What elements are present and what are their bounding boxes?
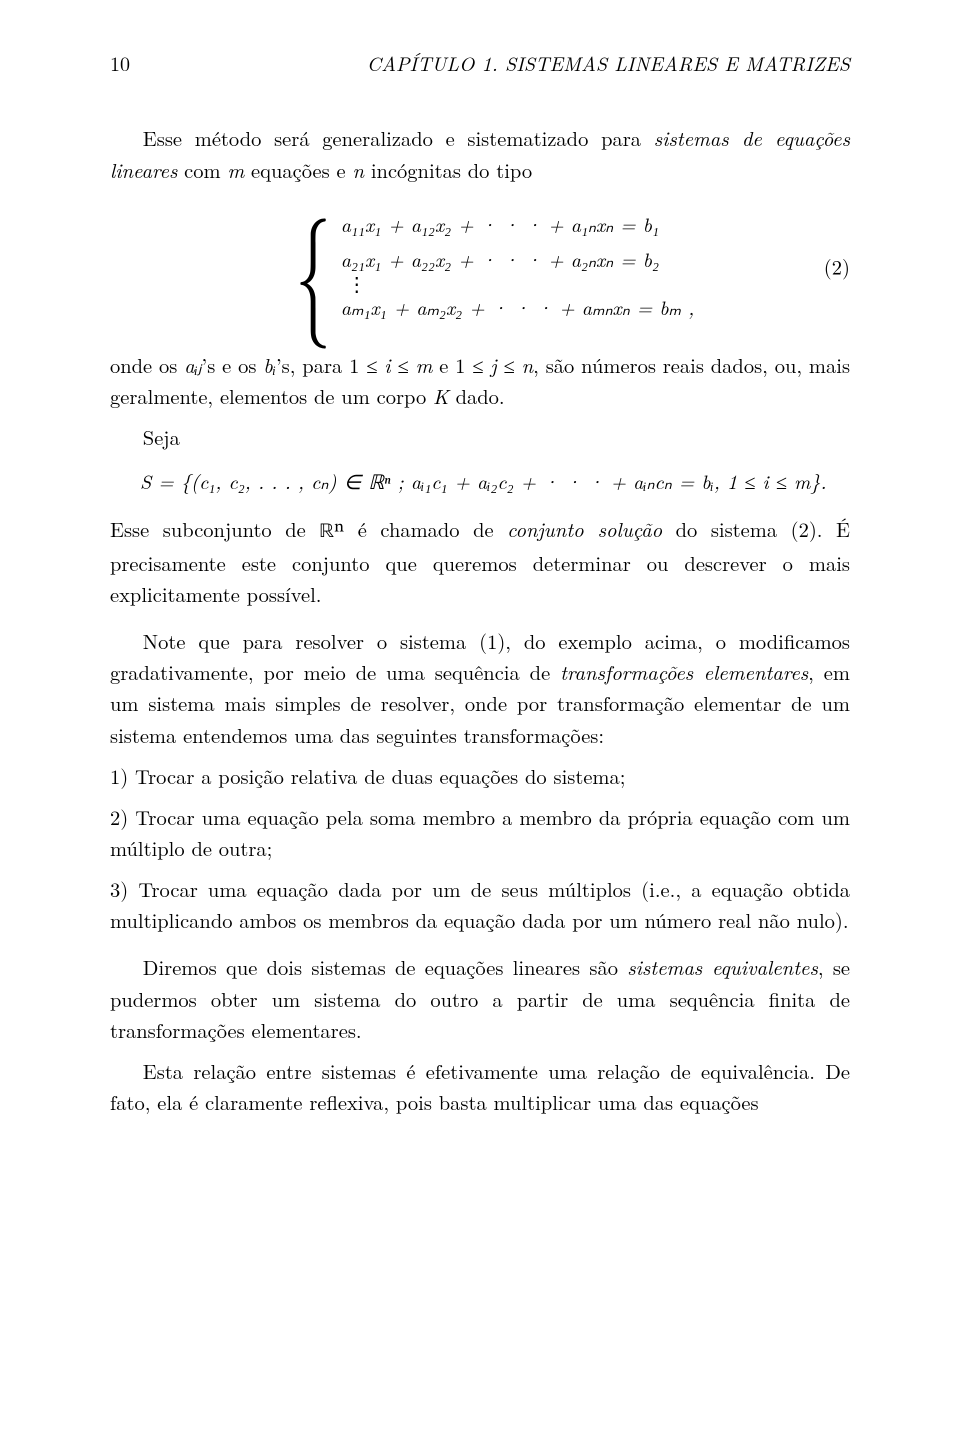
text: é chamado de <box>344 514 507 543</box>
page-number: 10 <box>110 48 130 78</box>
list-item-1: 1) Trocar a posição relativa de duas equ… <box>110 760 850 791</box>
list-item-2: 2) Trocar uma equação pela soma membro a… <box>110 801 850 863</box>
seja-paragraph: Seja <box>110 421 850 452</box>
text: e 1 ≤ <box>432 350 490 379</box>
page: 10 CAPÍTULO 1. SISTEMAS LINEARES E MATRI… <box>0 0 960 1433</box>
text: incógnitas do tipo <box>364 155 532 184</box>
equation-lines: a₁₁x₁ + a₁₂x₂ + · · · + a₁ₙxₙ = b₁ a₂₁x₁… <box>341 209 695 322</box>
running-header: 10 CAPÍTULO 1. SISTEMAS LINEARES E MATRI… <box>110 48 850 78</box>
vdots-icon: ⋮ <box>341 278 695 288</box>
text: Diremos que dois sistemas de equações li… <box>143 952 627 981</box>
eq-line-3: aₘ₁x₁ + aₘ₂x₂ + · · · + aₘₙxₙ = bₘ , <box>341 292 695 322</box>
symbol-Rn: ℝⁿ <box>319 521 344 542</box>
text: Seja <box>143 422 180 451</box>
term-transformacoes: transformações elementares <box>560 657 808 686</box>
solution-set-paragraph: Esse subconjunto de ℝⁿ é chamado de conj… <box>110 513 850 609</box>
text: ’s, para 1 ≤ <box>276 350 384 379</box>
var-aij: aᵢⱼ <box>184 350 201 379</box>
equation-number: (2) <box>824 250 850 281</box>
text: ≤ <box>497 350 522 379</box>
text: Esse subconjunto de <box>110 514 319 543</box>
equivalence-relation-paragraph: Esta relação entre sistemas é efetivamen… <box>110 1055 850 1117</box>
equation-system: { a₁₁x₁ + a₁₂x₂ + · · · + a₁ₙxₙ = b₁ a₂₁… <box>110 201 850 331</box>
text: com <box>177 155 227 184</box>
eq-line-2: a₂₁x₁ + a₂₂x₂ + · · · + a₂ₙxₙ = b₂ <box>341 244 695 274</box>
brace-icon: { <box>295 210 331 314</box>
var-n: n <box>352 155 364 184</box>
var-bi: bᵢ <box>263 350 276 379</box>
term-conjunto-solucao: conjunto solução <box>507 514 662 543</box>
term-sistemas-equivalentes: sistemas equivalentes <box>627 952 818 981</box>
list-item-3: 3) Trocar uma equação dada por um de seu… <box>110 873 850 935</box>
note-paragraph: Note que para resolver o sistema (1), do… <box>110 625 850 750</box>
solution-set-definition: S = {(c₁, c₂, . . . , cₙ) ∈ ℝⁿ ; aᵢ₁c₁ +… <box>140 466 850 496</box>
intro-paragraph: Esse método será generalizado e sistemat… <box>110 122 850 184</box>
text: onde os <box>110 350 184 379</box>
eq-line-1: a₁₁x₁ + a₁₂x₂ + · · · + a₁ₙxₙ = b₁ <box>341 209 695 239</box>
var-K: K <box>433 381 449 410</box>
text: dado. <box>449 381 505 410</box>
var-m2: m <box>416 350 433 379</box>
where-paragraph: onde os aᵢⱼ’s e os bᵢ’s, para 1 ≤ i ≤ m … <box>110 349 850 411</box>
text: ’s e os <box>202 350 264 379</box>
var-n2: n <box>522 350 534 379</box>
text: ≤ <box>391 350 416 379</box>
equivalentes-paragraph: Diremos que dois sistemas de equações li… <box>110 951 850 1044</box>
var-m: m <box>227 155 244 184</box>
chapter-title: CAPÍTULO 1. SISTEMAS LINEARES E MATRIZES <box>367 48 850 78</box>
text: Esse método será generalizado e sistemat… <box>143 123 654 152</box>
